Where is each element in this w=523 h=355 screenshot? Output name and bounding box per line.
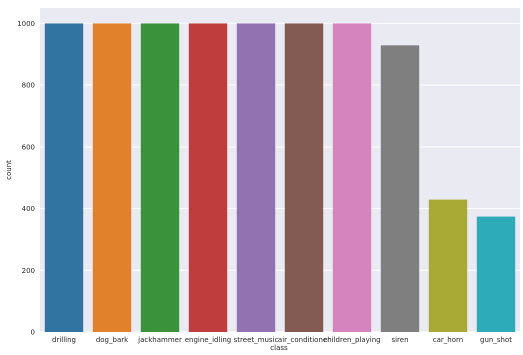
x-tick-label-engine-idling: engine_idling xyxy=(185,336,232,344)
y-tick-label: 600 xyxy=(22,143,35,151)
x-tick-label-air-conditioner: air_conditioner xyxy=(278,336,330,344)
y-tick-label: 200 xyxy=(22,267,35,275)
bar-jackhammer xyxy=(140,23,180,333)
bar-gun-shot xyxy=(476,216,516,332)
x-tick-label-siren: siren xyxy=(391,336,408,344)
bar-dog-bark xyxy=(92,23,132,333)
x-axis-label: class xyxy=(270,344,288,351)
x-tick-label-street-music: street_music xyxy=(234,336,279,344)
x-tick-label-gun-shot: gun_shot xyxy=(480,336,512,344)
x-tick-label-jackhammer: jackhammer xyxy=(137,336,182,344)
bar-drilling xyxy=(44,23,84,333)
bar-street-music xyxy=(236,23,276,333)
x-tick-label-children-playing: children_playing xyxy=(323,336,380,344)
y-tick-label: 0 xyxy=(31,329,35,337)
x-tick-labels: drilling dog_bark jackhammer engine_idling s… xyxy=(52,336,512,344)
x-tick-label-drilling: drilling xyxy=(52,336,76,344)
y-tick-label: 400 xyxy=(22,205,35,213)
y-axis-label: count xyxy=(5,160,13,180)
x-tick-label-dog-bark: dog_bark xyxy=(96,336,129,344)
bar-siren xyxy=(380,45,420,332)
y-tick-labels: 0 200 400 600 800 1000 xyxy=(17,20,35,337)
bar-air-conditioner xyxy=(284,23,324,333)
bar-children-playing xyxy=(332,23,372,333)
x-tick-label-car-horn: car_horn xyxy=(433,336,463,344)
bars xyxy=(44,23,516,333)
y-tick-label: 1000 xyxy=(17,20,35,28)
bar-engine-idling xyxy=(188,23,228,333)
bar-car-horn xyxy=(428,199,468,332)
y-tick-label: 800 xyxy=(22,82,35,90)
